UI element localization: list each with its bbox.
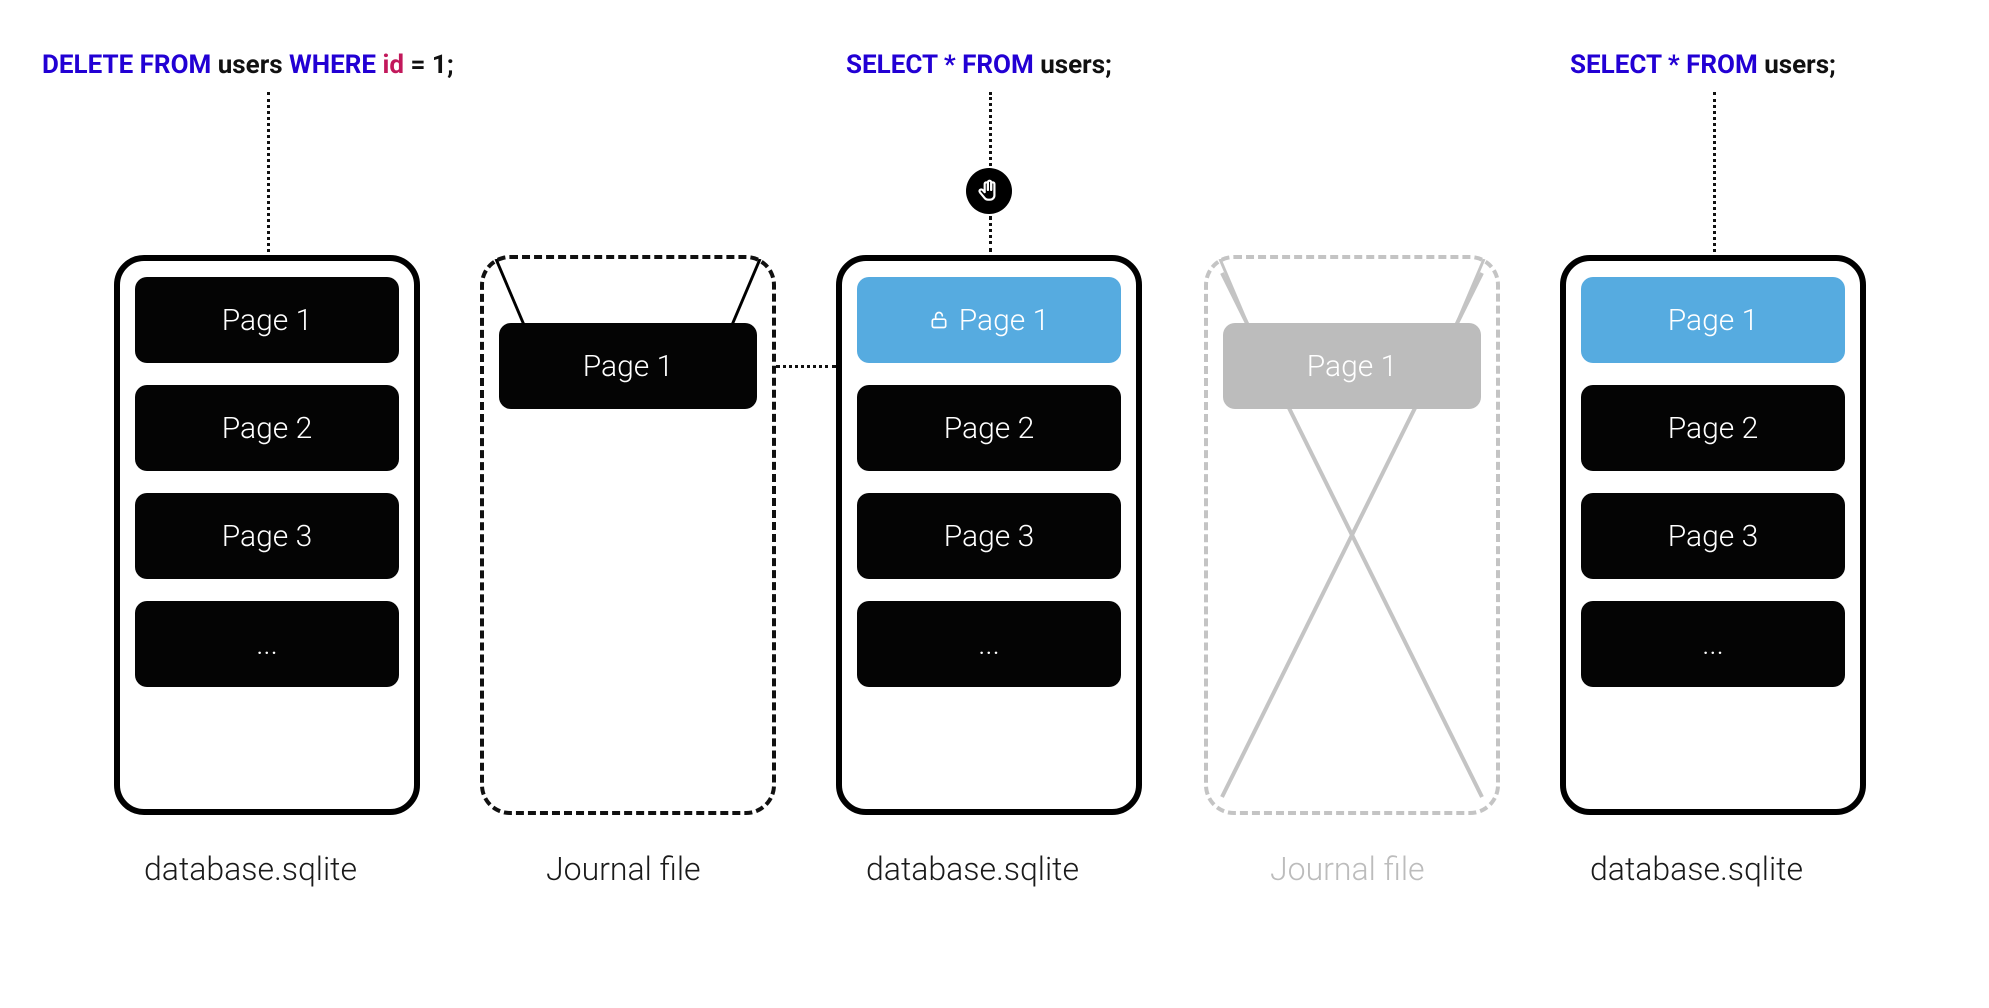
page-label: Page 3 — [1668, 519, 1759, 554]
caption-db-2: database.sqlite — [866, 850, 1079, 888]
sql-kw: WHERE — [289, 50, 376, 80]
sql-select-2: SELECT * FROM users; — [1570, 50, 1836, 80]
journal-box-1: Page 1 — [480, 255, 776, 815]
page-block: ... — [857, 601, 1121, 687]
page-block: Page 1 — [499, 323, 757, 409]
page-block: Page 1 — [1223, 323, 1481, 409]
page-label: ... — [256, 627, 278, 662]
page-block: Page 3 — [1581, 493, 1845, 579]
sql-kw: SELECT * FROM — [846, 50, 1034, 80]
page-block: Page 1 — [1581, 277, 1845, 363]
page-label: Page 1 — [1668, 303, 1759, 338]
stop-icon — [966, 168, 1012, 214]
page-block: Page 2 — [135, 385, 399, 471]
sql-select-1: SELECT * FROM users; — [846, 50, 1112, 80]
page-block: Page 2 — [1581, 385, 1845, 471]
page-block: Page 1 — [135, 277, 399, 363]
page-label: Page 2 — [222, 411, 313, 446]
caption-journal-1: Journal file — [546, 850, 701, 888]
dotted-leader — [989, 92, 992, 166]
sql-text: users; — [1758, 50, 1836, 80]
database-box-1: Page 1 Page 2 Page 3 ... — [114, 255, 420, 815]
page-block-locked: Page 1 — [857, 277, 1121, 363]
page-label: Page 1 — [583, 349, 674, 384]
database-box-3: Page 1 Page 2 Page 3 ... — [1560, 255, 1866, 815]
caption-db-3: database.sqlite — [1590, 850, 1803, 888]
sql-text: users — [211, 50, 289, 80]
page-block: Page 3 — [857, 493, 1121, 579]
database-box-2: Page 1 Page 2 Page 3 ... — [836, 255, 1142, 815]
hang-lines — [1208, 259, 1496, 325]
page-block: ... — [1581, 601, 1845, 687]
page-label: Page 2 — [1668, 411, 1759, 446]
page-label: Page 3 — [944, 519, 1035, 554]
caption-journal-2: Journal file — [1270, 850, 1425, 888]
sql-ident: id — [383, 50, 405, 80]
journal-box-2: Page 1 — [1204, 255, 1500, 815]
page-label: Page 1 — [222, 303, 313, 338]
page-label: Page 2 — [944, 411, 1035, 446]
sql-kw: DELETE FROM — [42, 50, 211, 80]
sql-kw: SELECT * FROM — [1570, 50, 1758, 80]
hang-lines — [484, 259, 772, 325]
dotted-leader — [1713, 92, 1716, 252]
sql-delete: DELETE FROM users WHERE id = 1; — [42, 50, 454, 80]
lock-icon — [929, 308, 949, 332]
page-block: Page 3 — [135, 493, 399, 579]
sql-text: users; — [1034, 50, 1112, 80]
caption-db-1: database.sqlite — [144, 850, 357, 888]
dotted-leader — [267, 92, 270, 252]
diagram-canvas: DELETE FROM users WHERE id = 1; SELECT *… — [0, 0, 1989, 1008]
page-label: ... — [978, 627, 1000, 662]
dotted-connector — [776, 365, 836, 368]
page-label: Page 1 — [959, 303, 1050, 338]
page-block: Page 2 — [857, 385, 1121, 471]
page-label: Page 1 — [1307, 349, 1398, 384]
sql-text: = 1; — [404, 50, 454, 80]
page-block: ... — [135, 601, 399, 687]
page-label: Page 3 — [222, 519, 313, 554]
dotted-leader — [989, 216, 992, 252]
page-label: ... — [1702, 627, 1724, 662]
